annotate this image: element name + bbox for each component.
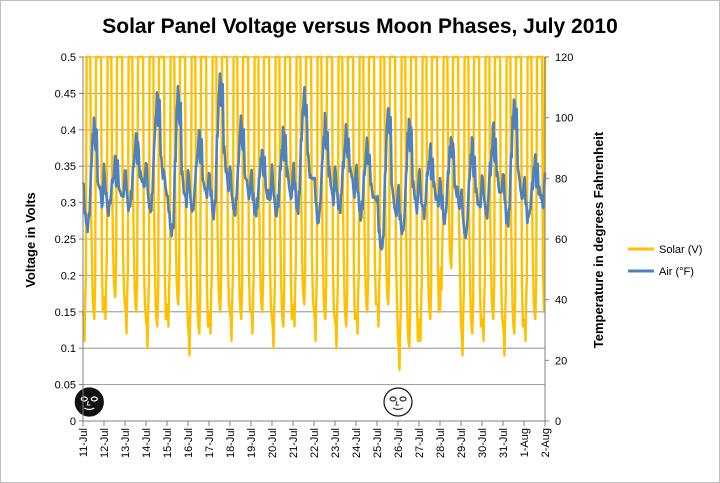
y2-tick-label: 60 (555, 234, 567, 246)
x-tick-label: 2-Aug (540, 428, 552, 457)
y-tick-label: 0.25 (55, 234, 76, 246)
y2-tick-label: 120 (555, 52, 573, 64)
x-tick-label: 23-Jul (330, 428, 342, 458)
x-tick-label: 18-Jul (225, 428, 237, 458)
moon-mouth (392, 407, 404, 411)
moon-nose (86, 400, 91, 406)
solar-line (81, 55, 547, 372)
x-tick-label: 16-Jul (183, 428, 195, 458)
y2-tick-label: 80 (555, 173, 567, 185)
moon-nose (395, 400, 399, 406)
x-tick-label: 25-Jul (372, 428, 384, 458)
x-tick-label: 15-Jul (162, 428, 174, 458)
x-tick-label: 22-Jul (309, 428, 321, 458)
y-tick-label: 0.5 (61, 52, 76, 64)
y-tick-label: 0.35 (55, 161, 76, 173)
y2-tick-label: 0 (555, 416, 561, 428)
y2-tick-label: 40 (555, 295, 567, 307)
x-tick-label: 26-Jul (393, 428, 405, 458)
y2-axis-label: Temperature in degrees Fahrenheit (591, 131, 606, 348)
x-tick-label: 1-Aug (519, 428, 531, 457)
x-tick-label: 28-Jul (435, 428, 447, 458)
y2-tick-label: 20 (555, 355, 567, 367)
x-tick-label: 29-Jul (456, 428, 468, 458)
y-tick-label: 0.4 (61, 125, 76, 137)
x-tick-label: 13-Jul (120, 428, 132, 458)
moon-eye-right (90, 396, 98, 402)
y-tick-label: 0.15 (55, 307, 76, 319)
x-tick-label: 14-Jul (141, 428, 153, 458)
moon-disc (383, 387, 413, 417)
x-tick-label: 31-Jul (498, 428, 510, 458)
y-tick-label: 0.45 (55, 88, 76, 100)
legend-entry: Air (°F) (659, 266, 694, 278)
full-moon-icon (383, 387, 413, 417)
axes: 0 0.05 0.1 0.15 0.2 0.25 0.3 0.35 0.4 0.45 0.5 0 20 4… (55, 52, 574, 458)
x-tick-label: 21-Jul (288, 428, 300, 458)
moon-disc (74, 387, 104, 417)
new-moon-icon (74, 387, 104, 417)
moon-phase-icons (74, 387, 413, 417)
moon-mouth (83, 407, 95, 411)
y-tick-label: 0.05 (55, 380, 76, 392)
x-tick-label: 11-Jul (78, 428, 90, 457)
y2-tick-label: 100 (555, 113, 573, 125)
y-axis-label: Voltage in Volts (23, 192, 38, 288)
legend-entry: Solar (V) (659, 244, 702, 256)
moon-eye-left (80, 396, 88, 402)
x-tick-label: 17-Jul (204, 428, 216, 458)
solar-series (81, 55, 547, 372)
moon-eye-left (389, 396, 397, 402)
x-tick-label: 20-Jul (267, 428, 279, 458)
y-tick-label: 0.3 (61, 198, 76, 210)
x-tick-label: 12-Jul (99, 428, 111, 458)
x-tick-label: 30-Jul (477, 428, 489, 458)
y-tick-label: 0 (70, 416, 76, 428)
y-tick-label: 0.2 (61, 270, 76, 282)
gridlines (83, 56, 545, 386)
x-tick-label: 24-Jul (351, 428, 363, 458)
x-tick-label: 19-Jul (246, 428, 258, 458)
y-tick-label: 0.1 (61, 343, 76, 355)
air-series (81, 72, 547, 251)
moon-eye-right (399, 396, 407, 402)
air-line (81, 72, 547, 251)
chart-title: Solar Panel Voltage versus Moon Phases, … (102, 15, 618, 38)
x-tick-label: 27-Jul (414, 428, 426, 458)
legend: Solar (V) Air (°F) (628, 244, 702, 278)
